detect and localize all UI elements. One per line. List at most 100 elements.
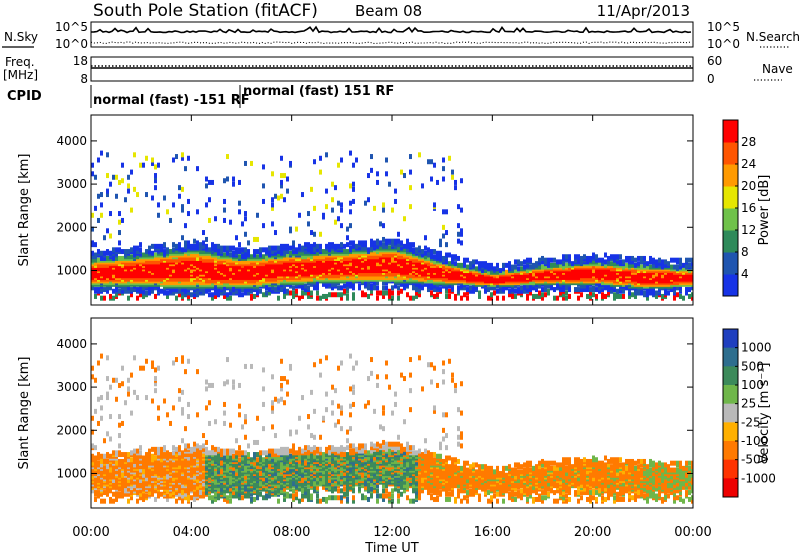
power-cell [298,212,301,218]
power-cell [229,245,232,251]
power-cell [568,254,571,260]
power-cell [250,293,253,299]
freq-panel-frame [90,56,694,82]
power-cell [406,247,409,253]
power-cell [214,293,217,299]
power-cell [457,204,460,210]
power-cell [607,255,610,261]
velocity-cell [148,490,151,496]
power-cell [544,287,547,293]
power-cell [349,200,352,206]
power-cell [430,283,433,289]
velocity-cell [145,452,148,458]
power-cell [604,252,607,258]
power-cell [370,288,373,294]
power-cell [433,287,436,293]
power-cell [442,157,445,163]
power-cell [100,150,103,156]
velocity-cell [91,453,94,459]
velocity-cell [124,491,127,497]
power-cell [409,154,412,160]
power-cell [556,295,559,301]
velocity-cell [133,389,136,395]
power-cell [193,243,196,249]
velocity-cell [118,382,121,388]
power-cell [376,290,379,296]
power-cell [601,292,604,298]
power-cell [628,255,631,261]
power-cell [283,243,286,249]
freq-tick-low: 8 [80,72,88,86]
power-cell [175,243,178,249]
power-cell [514,293,517,299]
power-cell [373,285,376,291]
power-cell [352,240,355,246]
power-cell [505,262,508,268]
power-cell [331,181,334,187]
power-cell [382,285,385,291]
power-cell [532,293,535,299]
power-cell [331,242,334,248]
power-cell [244,216,247,222]
power-cell [448,288,451,294]
power-cell [307,293,310,299]
velocity-cell [118,450,121,456]
power-cell [433,162,436,168]
power-cell [391,207,394,213]
power-cell [511,264,514,270]
power-cell [454,261,457,267]
power-cell [94,242,97,248]
power-cell [364,292,367,298]
power-cell [100,250,103,256]
velocity-cell [100,405,103,411]
power-cell [349,150,352,156]
power-cell [130,207,133,213]
power-cell [520,266,523,272]
power-cell [370,154,373,160]
power-cell [118,230,121,236]
power-cell [154,293,157,299]
power-cell [148,249,151,255]
power-cell [136,254,139,260]
power-cell [508,292,511,298]
power-cell [415,290,418,296]
power-cell [283,288,286,294]
power-cell [331,281,334,287]
power-cell [514,283,517,289]
power-cell [592,259,595,265]
power-cell [646,261,649,267]
power-cell [559,259,562,265]
power-cell [493,290,496,296]
power-y-axis-label: Slant Range [km] [17,154,32,267]
power-cell [367,283,370,289]
power-cell [628,293,631,299]
power-cell [313,205,316,211]
power-cell [346,242,349,248]
power-cell [454,179,457,185]
power-cell [259,247,262,253]
power-cell [394,243,397,249]
power-cell [175,295,178,301]
power-cell [268,252,271,258]
power-cell [646,295,649,301]
nsearch-trace [90,41,692,45]
velocity-cell [124,488,127,494]
power-cell [529,257,532,263]
power-cell [397,285,400,291]
power-cell [223,178,226,184]
velocity-cell [94,460,97,466]
power-cell [175,249,178,255]
power-cell [439,238,442,244]
power-cell [229,219,232,225]
power-cell [460,231,463,237]
power-cell [274,193,277,199]
power-cell [283,197,286,203]
power-cell [466,295,469,301]
power-cell [484,261,487,267]
power-cell [214,250,217,256]
power-cell [133,249,136,255]
velocity-cell [103,458,106,464]
power-cell [199,242,202,248]
power-cell [406,292,409,298]
power-cell [379,245,382,251]
